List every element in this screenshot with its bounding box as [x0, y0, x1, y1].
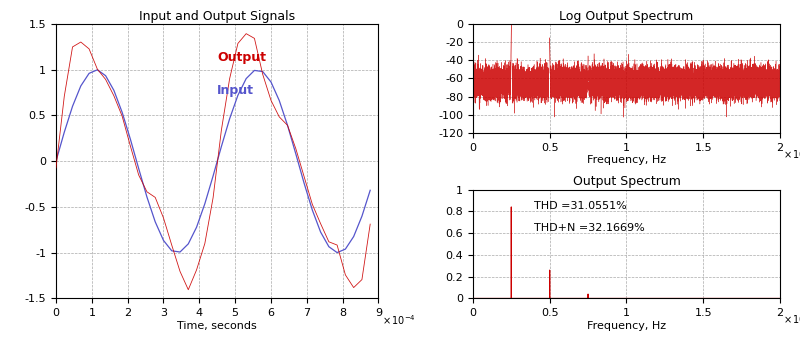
- Text: Input: Input: [218, 84, 254, 97]
- X-axis label: Frequency, Hz: Frequency, Hz: [587, 155, 666, 165]
- Text: $\times\,10^{4}$: $\times\,10^{4}$: [783, 147, 800, 161]
- X-axis label: Time, seconds: Time, seconds: [178, 321, 257, 331]
- Text: $\times\,10^{-4}$: $\times\,10^{-4}$: [382, 314, 416, 327]
- Title: Output Spectrum: Output Spectrum: [573, 175, 680, 188]
- X-axis label: Frequency, Hz: Frequency, Hz: [587, 321, 666, 331]
- Text: THD =31.0551%: THD =31.0551%: [534, 201, 627, 211]
- Text: THD+N =32.1669%: THD+N =32.1669%: [534, 223, 645, 233]
- Title: Input and Output Signals: Input and Output Signals: [139, 10, 295, 23]
- Text: Output: Output: [218, 51, 266, 64]
- Title: Log Output Spectrum: Log Output Spectrum: [559, 10, 694, 23]
- Text: $\times\,10^{4}$: $\times\,10^{4}$: [783, 312, 800, 327]
